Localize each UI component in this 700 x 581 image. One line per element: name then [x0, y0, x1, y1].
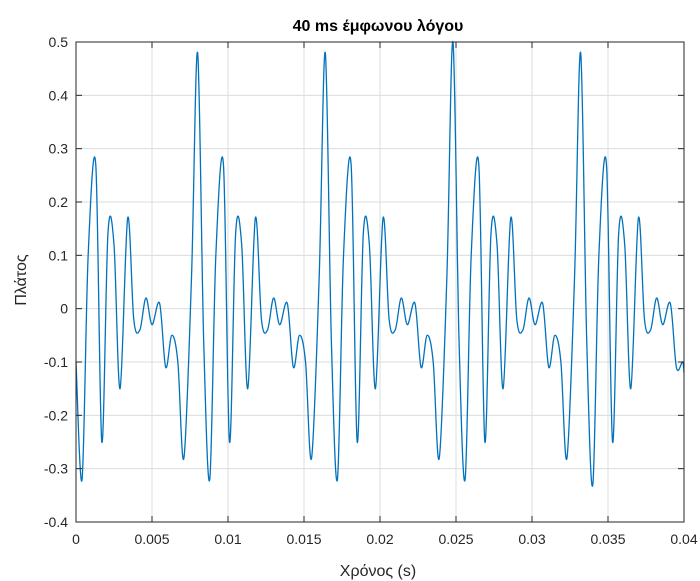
grid-lines — [75, 41, 685, 523]
y-axis-label: Πλάτος — [13, 254, 30, 306]
x-tick-label: 0.04 — [670, 531, 697, 547]
y-tick-label: 0 — [60, 301, 68, 317]
y-ticks: -0.4 -0.3 -0.2 -0.1 0 0.1 0.2 0.3 0.4 0.5 — [44, 34, 684, 530]
y-tick-label: -0.2 — [44, 407, 68, 423]
series-line — [75, 41, 685, 487]
y-tick-label: -0.1 — [44, 354, 68, 370]
y-tick-label: -0.3 — [44, 461, 68, 477]
x-ticks: 0 0.005 0.01 0.015 0.02 0.025 0.03 0.035 0.04 — [72, 42, 698, 547]
y-tick-label: 0.5 — [49, 34, 69, 50]
y-tick-label: 0.1 — [49, 247, 69, 263]
y-tick-label: 0.4 — [49, 87, 69, 103]
x-tick-label: 0.02 — [366, 531, 393, 547]
x-tick-label: 0.015 — [286, 531, 321, 547]
x-axis-label: Χρόνος (s) — [340, 563, 416, 580]
x-tick-label: 0 — [72, 531, 80, 547]
x-tick-label: 0.035 — [590, 531, 625, 547]
x-tick-label: 0.01 — [214, 531, 241, 547]
y-tick-label: 0.3 — [49, 141, 69, 157]
x-tick-label: 0.025 — [438, 531, 473, 547]
x-tick-label: 0.005 — [134, 531, 169, 547]
y-tick-label: 0.2 — [49, 194, 69, 210]
chart-title: 40 ms έμφωνου λόγου — [293, 18, 464, 35]
y-tick-label: -0.4 — [44, 514, 68, 530]
x-tick-label: 0.03 — [518, 531, 545, 547]
